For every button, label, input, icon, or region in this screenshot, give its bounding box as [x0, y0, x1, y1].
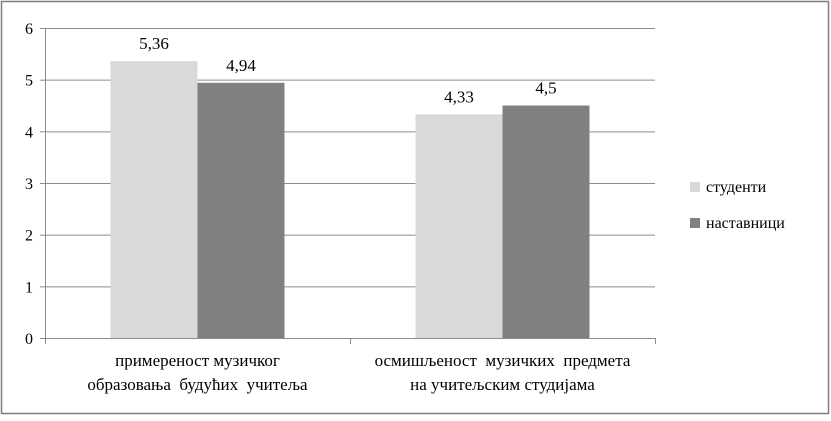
bar-studenti-0 — [110, 61, 198, 339]
x-category-label: на учитељским студијама — [410, 375, 595, 394]
y-tick-label: 1 — [25, 279, 33, 296]
legend-label: студенти — [706, 179, 767, 196]
y-tick-label: 4 — [25, 124, 33, 141]
legend-swatch — [690, 182, 700, 192]
data-label: 4,33 — [444, 87, 474, 106]
bar-nastavnici-1 — [502, 105, 590, 338]
y-tick-label: 3 — [25, 176, 33, 193]
x-category-label: образовања будућих учитеља — [87, 375, 308, 394]
bar-nastavnici-0 — [197, 82, 285, 339]
x-category-label: осмишљеност музичких предмета — [375, 351, 631, 370]
y-tick-label: 6 — [25, 21, 33, 38]
y-tick-label: 2 — [25, 228, 33, 245]
y-tick-label: 5 — [25, 73, 33, 90]
legend-swatch — [690, 218, 700, 228]
y-tick-label: 0 — [25, 331, 33, 348]
data-label: 4,94 — [226, 56, 256, 75]
bar-studenti-1 — [415, 114, 503, 339]
data-label: 5,36 — [139, 34, 169, 53]
legend-label: наставници — [706, 215, 785, 232]
x-category-label: примереност музичког — [115, 351, 280, 370]
data-label: 4,5 — [535, 79, 556, 98]
